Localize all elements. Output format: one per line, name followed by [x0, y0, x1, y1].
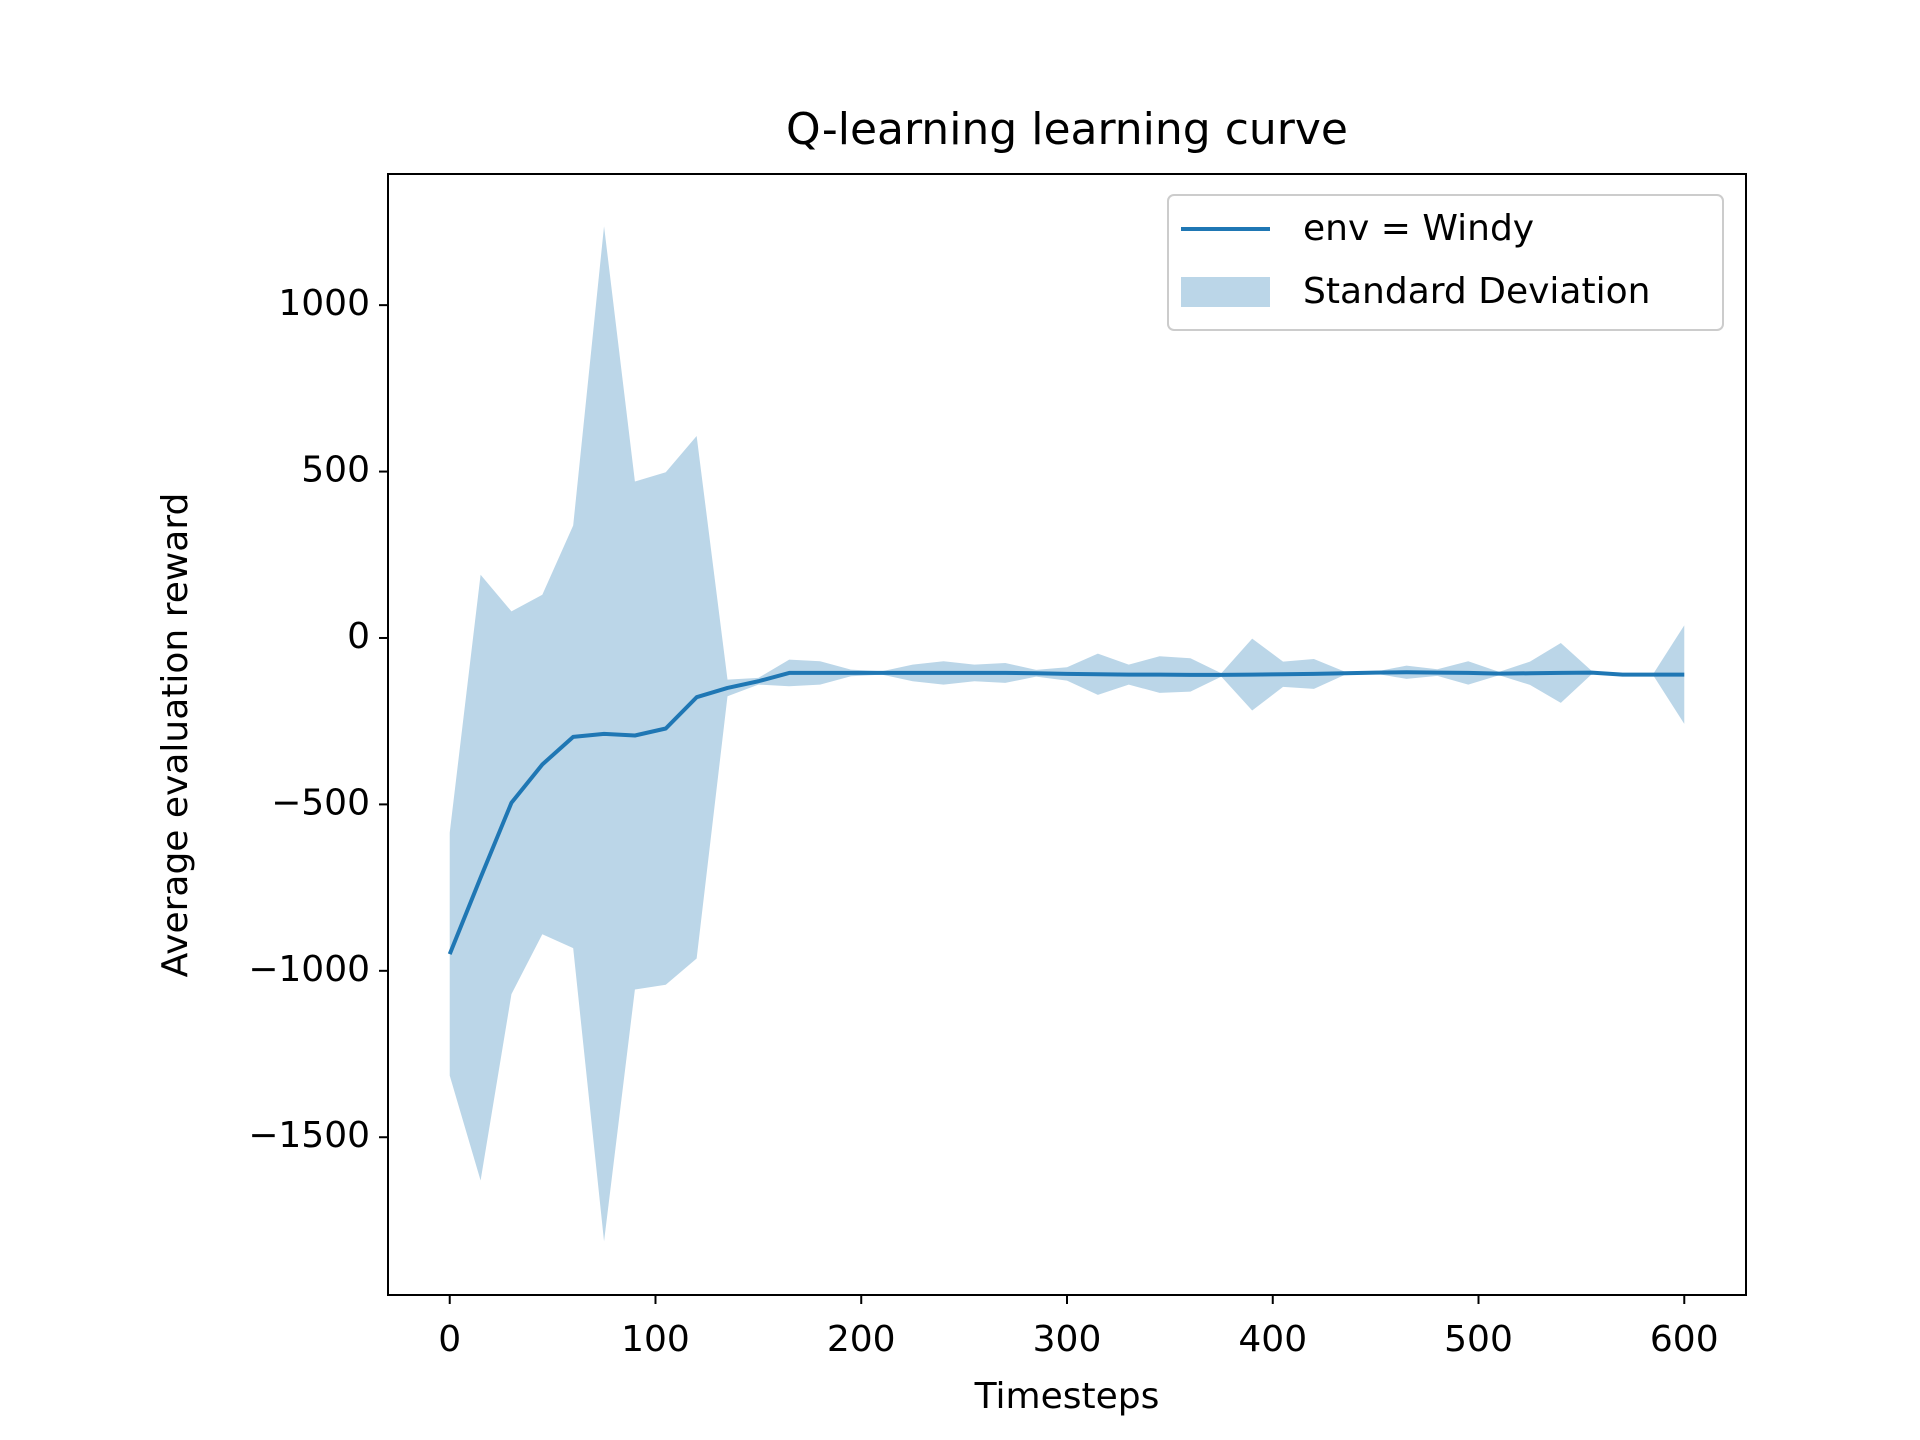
y-axis-label: Average evaluation reward [155, 493, 196, 978]
x-tick-label: 500 [1444, 1319, 1513, 1360]
legend-label: Standard Deviation [1303, 271, 1650, 312]
y-tick-label: −1500 [248, 1115, 370, 1156]
x-tick-label: 200 [827, 1319, 896, 1360]
x-tick-label: 0 [438, 1319, 461, 1360]
std-band [449, 226, 1685, 1242]
x-axis-label: Timesteps [974, 1376, 1160, 1417]
chart-title: Q-learning learning curve [786, 104, 1348, 155]
y-tick-label: −500 [271, 782, 370, 823]
legend-box [1167, 194, 1724, 331]
y-tick-label: 1000 [278, 283, 370, 324]
y-tick-label: 0 [347, 616, 370, 657]
x-tick-label: 300 [1033, 1319, 1102, 1360]
y-tick-label: −1000 [248, 949, 370, 990]
legend-patch [1181, 277, 1270, 307]
x-tick-label: 100 [621, 1319, 690, 1360]
line [447, 670, 1685, 955]
x-tick-label: 400 [1238, 1319, 1307, 1360]
legend-label: env = Windy [1303, 208, 1534, 249]
y-tick-label: 500 [301, 450, 370, 491]
x-tick-label: 600 [1650, 1319, 1719, 1360]
